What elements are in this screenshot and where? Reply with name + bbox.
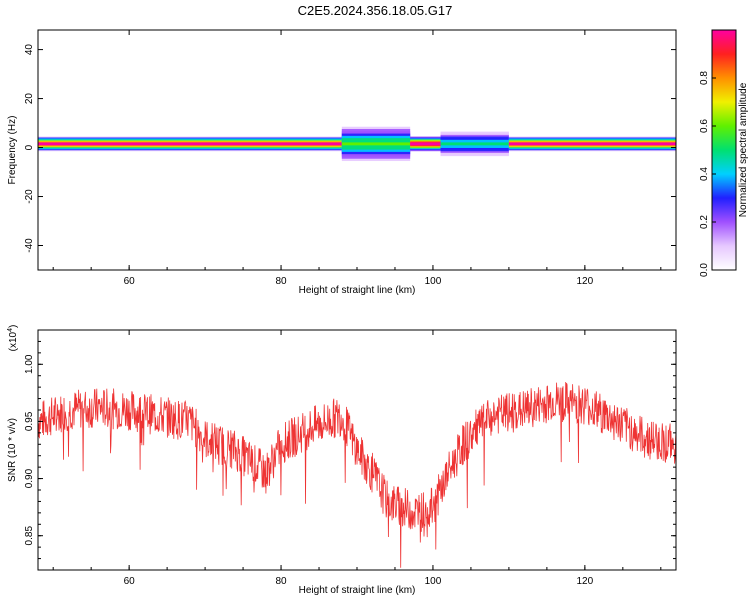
snr-x-tick-label-2: 100 [425, 576, 442, 587]
snr-y-multiplier: (x104) [7, 325, 19, 352]
spectrogram-band-core-4 [508, 142, 676, 146]
spectrogram-ticks: 60 80 100 120 -40 -20 0 20 40 [24, 30, 676, 287]
spectrogram-y-tick-label-1: -20 [24, 189, 35, 204]
spectrogram-y-tick-label-3: 20 [24, 93, 35, 105]
snr-ticks: 60 80 100 120 0.85 0.90 0.95 1.00 [24, 330, 676, 587]
spectrogram-panel: 60 80 100 120 -40 -20 0 20 40 Height of straight… [7, 29, 677, 296]
snr-y-tick-label-1: 0.90 [24, 468, 35, 488]
colorbar-label: Normalized spectral amplitude [738, 82, 749, 217]
spectrogram-y-tick-label-4: 40 [24, 44, 35, 56]
colorbar-tick-label-2: 0.4 [699, 167, 710, 181]
snr-y-tick-label-0: 0.85 [24, 526, 35, 546]
colorbar-tick-label-1: 0.2 [699, 215, 710, 229]
spectrogram-x-tick-label-2: 100 [425, 276, 442, 287]
snr-x-tick-label-3: 120 [577, 576, 594, 587]
figure-title: C2E5.2024.356.18.05.G17 [298, 3, 453, 18]
spectrogram-x-axis-label: Height of straight line (km) [299, 285, 416, 296]
colorbar: 0.0 0.2 0.4 0.6 0.8 Normalized spectral ampl… [699, 29, 749, 277]
snr-x-tick-label-1: 80 [275, 576, 287, 587]
spectrogram-y-axis-label: Frequency (Hz) [7, 116, 18, 185]
spectrogram-marks [38, 126, 676, 162]
snr-series-line [37, 381, 677, 568]
spectrogram-band-core-3 [440, 142, 509, 146]
snr-y-tick-label-3: 1.00 [24, 354, 35, 374]
colorbar-frame [711, 29, 737, 271]
snr-panel: 60 80 100 120 0.85 0.90 0.95 1.00 Height of str… [7, 325, 677, 596]
snr-x-tick-label-0: 60 [124, 576, 136, 587]
spectrogram-band-core-1 [341, 142, 411, 146]
snr-y-tick-label-2: 0.95 [24, 411, 35, 431]
colorbar-gradient [712, 30, 736, 270]
colorbar-tick-label-4: 0.8 [699, 71, 710, 85]
spectrogram-x-tick-label-3: 120 [577, 276, 594, 287]
snr-y-axis-label: SNR (10 * v/v) [7, 418, 18, 482]
colorbar-ticks: 0.0 0.2 0.4 0.6 0.8 [699, 29, 737, 277]
colorbar-tick-label-3: 0.6 [699, 119, 710, 133]
spectrogram-x-tick-label-0: 60 [124, 276, 136, 287]
snr-x-axis-label: Height of straight line (km) [299, 585, 416, 596]
spectrogram-y-tick-label-0: -40 [24, 238, 35, 253]
spectrogram-y-tick-label-2: 0 [24, 144, 35, 150]
spectrogram-band-core-2 [410, 142, 441, 146]
spectrogram-x-tick-label-1: 80 [275, 276, 287, 287]
colorbar-tick-label-0: 0.0 [699, 263, 710, 277]
spectrogram-band-core-0 [38, 142, 342, 146]
